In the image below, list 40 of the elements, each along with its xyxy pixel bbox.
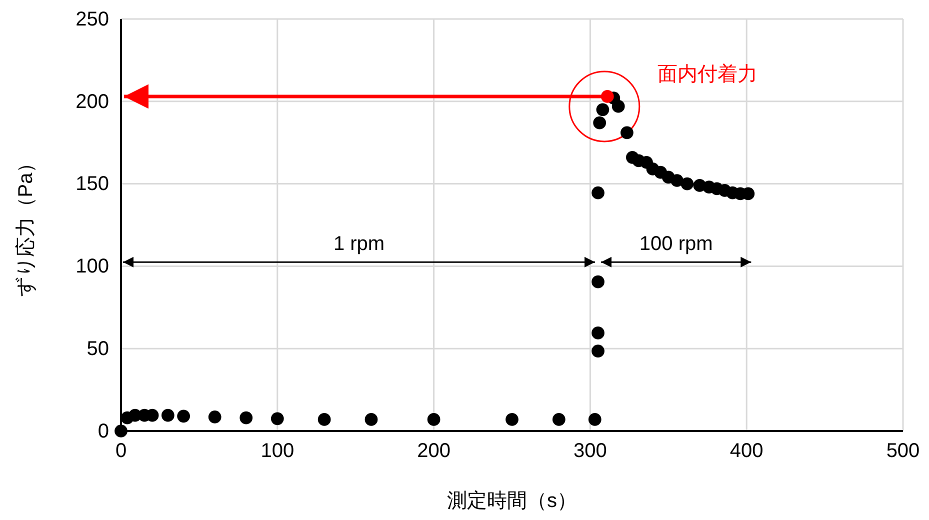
x-tick-label: 400: [730, 440, 764, 462]
point: [600, 90, 614, 103]
annotation: 1 rpm: [333, 233, 385, 256]
point: [620, 126, 634, 140]
point: [593, 116, 606, 130]
y-tick-label: 150: [76, 173, 109, 196]
point: [506, 413, 518, 426]
y-tick-label: 200: [76, 90, 109, 113]
point: [592, 326, 604, 340]
point: [114, 424, 128, 438]
point: [592, 186, 604, 200]
x-tick-label: 300: [574, 440, 607, 462]
y-tick-label: 250: [76, 8, 109, 30]
y-axis-title: ずり応力（Pa）: [14, 152, 37, 298]
point: [680, 177, 694, 190]
x-tick-label: 0: [115, 440, 127, 462]
x-axis-title: 測定時間（s）: [447, 490, 577, 512]
point: [596, 103, 610, 116]
point: [208, 410, 222, 424]
point: [161, 408, 174, 422]
annotation: 100 rpm: [639, 233, 713, 256]
point: [364, 413, 378, 426]
point: [588, 413, 602, 426]
x-tick-label: 100: [260, 440, 294, 462]
point: [670, 174, 684, 187]
point: [592, 344, 604, 358]
y-tick-label: 100: [76, 256, 109, 278]
y-tick-label: 50: [86, 338, 109, 360]
point: [612, 100, 625, 113]
point: [552, 413, 566, 426]
point: [592, 275, 604, 288]
point: [318, 413, 331, 426]
point: [427, 413, 440, 426]
annotation: 面内付着力: [657, 62, 758, 86]
point: [240, 411, 253, 424]
x-tick-label: 500: [886, 440, 920, 462]
y-tick-label: 0: [98, 420, 109, 442]
point: [177, 410, 190, 423]
point: [270, 412, 284, 426]
x-tick-label: 200: [417, 440, 450, 462]
